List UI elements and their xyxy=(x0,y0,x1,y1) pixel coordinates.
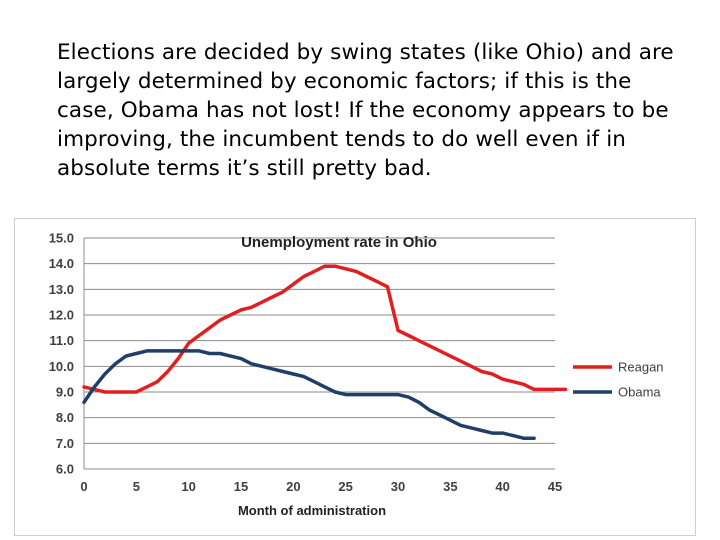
y-tick-label: 10.0 xyxy=(49,359,74,374)
x-tick-label: 15 xyxy=(234,479,248,494)
x-tick-label: 45 xyxy=(548,479,562,494)
y-tick-label: 11.0 xyxy=(49,333,74,348)
chart-gridlines xyxy=(84,237,555,470)
chart-legend: Reagan Obama xyxy=(573,360,664,400)
series-line-obama xyxy=(82,349,536,440)
series-line-reagan xyxy=(82,264,568,394)
x-tick-label: 35 xyxy=(443,479,457,494)
y-tick-label: 12.0 xyxy=(49,308,74,323)
y-tick-label: 7.0 xyxy=(56,436,74,451)
slide-caption: Elections are decided by swing states (l… xyxy=(57,40,674,181)
x-tick-label: 30 xyxy=(391,479,405,494)
x-tick-label: 10 xyxy=(181,479,195,494)
chart-title: Unemployment rate in Ohio xyxy=(241,234,437,251)
x-tick-label: 0 xyxy=(80,479,87,494)
x-tick-label: 40 xyxy=(495,479,509,494)
x-tick-label: 25 xyxy=(338,479,352,494)
chart-series xyxy=(82,264,568,440)
unemployment-line-chart: 6.0 7.0 8.0 9.0 10.0 11.0 12.0 13.0 14.0 15.0 0 5 10… xyxy=(49,231,664,519)
chart-frame: 6.0 7.0 8.0 9.0 10.0 11.0 12.0 13.0 14.0 15.0 0 5 10… xyxy=(14,218,696,536)
y-tick-label: 9.0 xyxy=(56,385,74,400)
y-tick-label: 13.0 xyxy=(49,282,74,297)
x-tick-label: 5 xyxy=(133,479,140,494)
x-axis-title: Month of administration xyxy=(238,503,386,518)
legend-label-reagan: Reagan xyxy=(618,360,664,375)
chart-axes: 6.0 7.0 8.0 9.0 10.0 11.0 12.0 13.0 14.0 15.0 0 5 10… xyxy=(49,231,563,495)
x-tick-label: 20 xyxy=(286,479,300,494)
y-tick-label: 8.0 xyxy=(56,410,74,425)
y-tick-label: 6.0 xyxy=(56,462,74,477)
legend-label-obama: Obama xyxy=(618,385,661,400)
y-tick-label: 14.0 xyxy=(49,256,74,271)
y-tick-label: 15.0 xyxy=(49,231,74,246)
